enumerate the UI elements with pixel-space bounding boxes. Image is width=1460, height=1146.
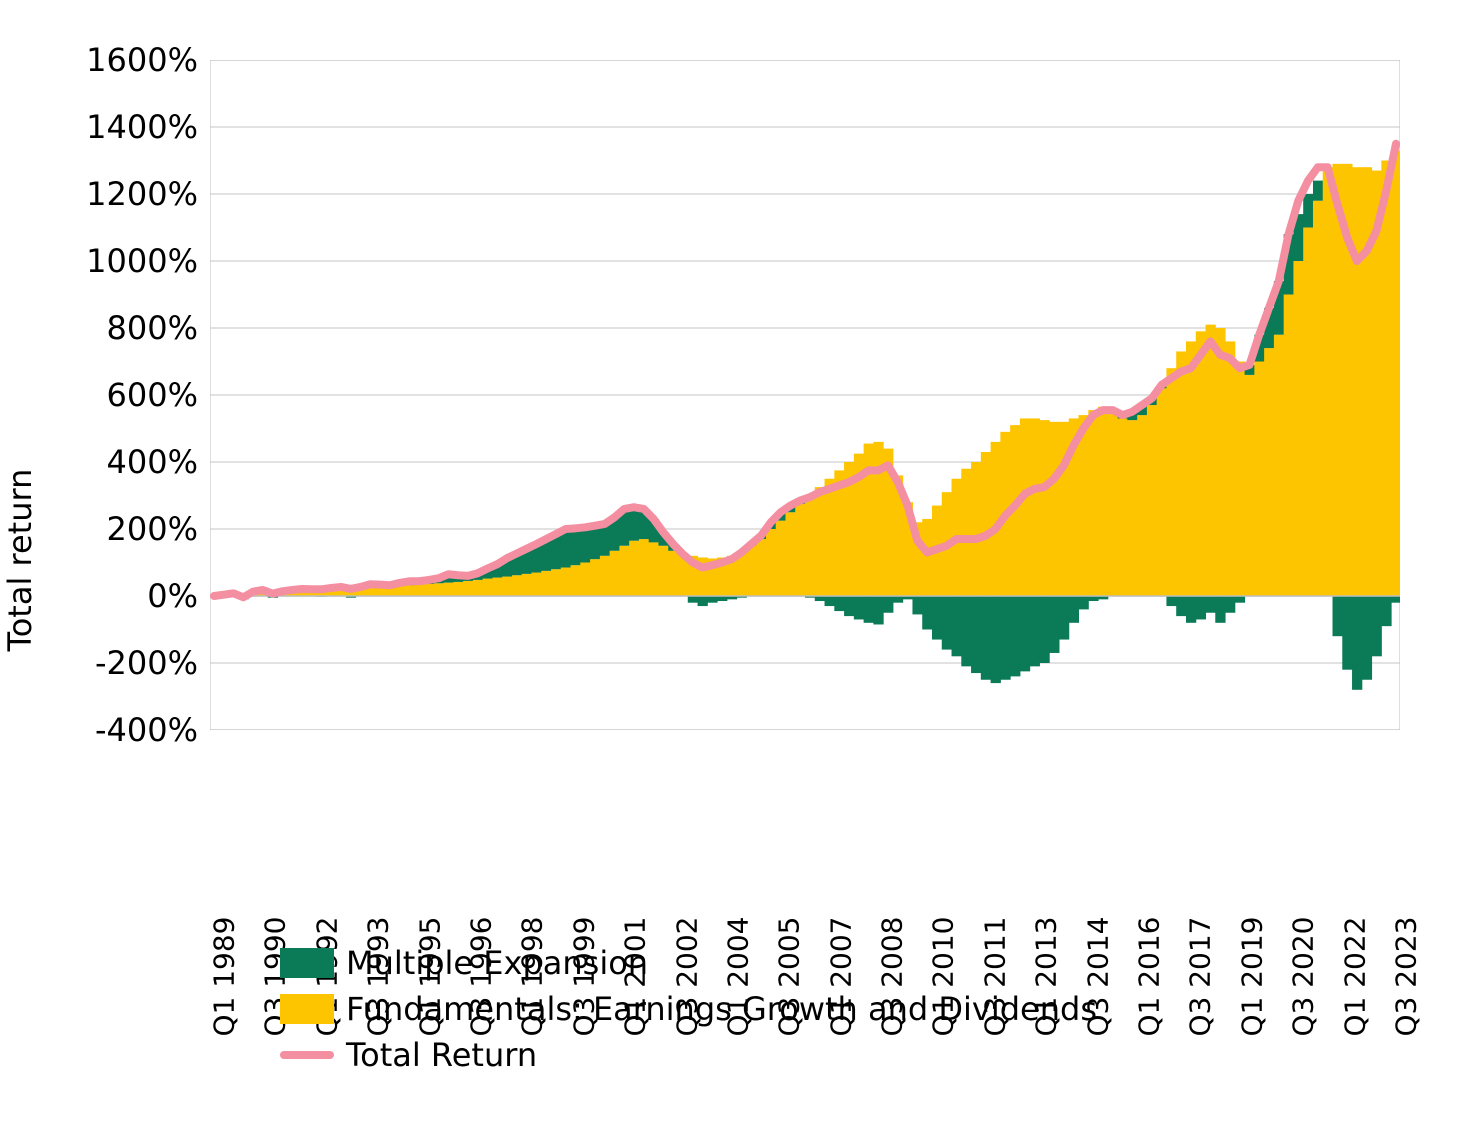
chart-plot-area (210, 60, 1400, 730)
chart-legend: Multiple Expansion Fundamentals: Earnings… (280, 940, 1097, 1078)
legend-swatch (280, 948, 334, 978)
legend-swatch (280, 1051, 334, 1059)
legend-swatch (280, 994, 334, 1024)
legend-label: Fundamentals: Earnings Growth and Divide… (346, 990, 1097, 1028)
y-tick: 400% (107, 443, 198, 481)
y-tick: 800% (107, 309, 198, 347)
y-axis-label: Total return (1, 469, 39, 652)
y-tick: 0% (147, 577, 198, 615)
y-tick: 200% (107, 510, 198, 548)
x-tick: Q1 2019 (1235, 917, 1268, 1037)
y-tick: 600% (107, 376, 198, 414)
x-tick: Q1 1989 (208, 917, 241, 1037)
legend-label: Multiple Expansion (346, 944, 648, 982)
y-tick: 1400% (86, 108, 198, 146)
x-tick: Q3 2023 (1390, 917, 1423, 1037)
y-tick: 1200% (86, 175, 198, 213)
x-tick: Q1 2016 (1133, 917, 1166, 1037)
y-tick: -400% (95, 711, 198, 749)
x-tick: Q3 2017 (1184, 917, 1217, 1037)
legend-item: Multiple Expansion (280, 940, 1097, 986)
legend-label: Total Return (346, 1036, 537, 1074)
x-tick: Q3 2020 (1287, 917, 1320, 1037)
y-tick: 1600% (86, 41, 198, 79)
legend-item: Total Return (280, 1032, 1097, 1078)
x-tick: Q1 2022 (1338, 917, 1371, 1037)
legend-item: Fundamentals: Earnings Growth and Divide… (280, 986, 1097, 1032)
x-tick-labels: Q1 1989Q3 1990Q1 1992Q3 1993Q1 1995Q3 19… (210, 740, 1400, 920)
y-tick: 1000% (86, 242, 198, 280)
y-tick: -200% (95, 644, 198, 682)
total-return-chart: Total return -400%-200%0%200%400%600%800… (40, 60, 1420, 1060)
